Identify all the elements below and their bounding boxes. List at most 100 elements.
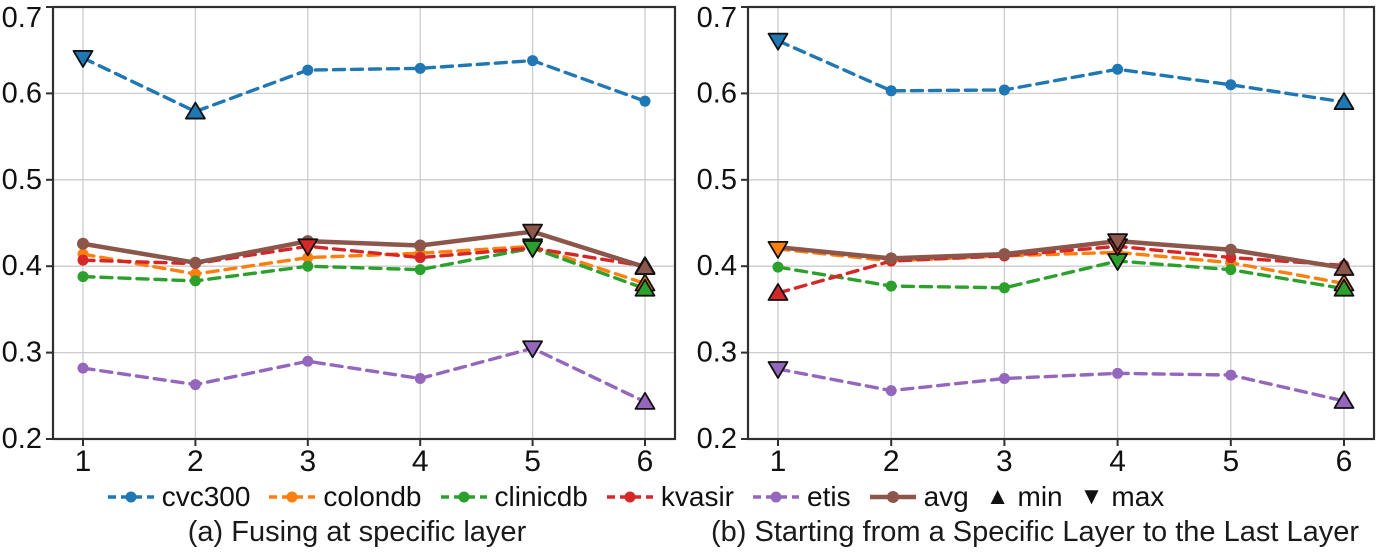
max-marker-cvc300 — [72, 50, 94, 68]
series-point-cvc300 — [639, 95, 651, 107]
max-marker-etis — [522, 340, 543, 359]
legend-label-etis: etis — [807, 481, 851, 512]
series-line-etis — [81, 346, 647, 404]
series-point-avg — [885, 252, 898, 265]
series-point-cvc300 — [1225, 79, 1237, 91]
legend-item-max: ▼ max — [1080, 481, 1165, 513]
chart-starting-from-specific-layer: 0.2 0.3 0.4 0.5 0.6 0.7 1 2 3 4 5 6 — [697, 2, 1376, 478]
legend-label-clinicdb: clinicdb — [494, 481, 588, 512]
series-line-avg — [775, 238, 1347, 271]
series-point-etis — [414, 373, 426, 385]
legend: cvc300 colondb clinicdb kvasir etis avg ▲ min ▼ m… — [0, 477, 1325, 517]
min-triangle-icon: ▲ — [985, 483, 1010, 510]
legend-sample-clinicdb-line — [440, 491, 487, 503]
series-point-clinicdb — [77, 271, 89, 283]
legend-item-kvasir: kvasir — [605, 481, 734, 513]
series-point-kvasir — [414, 252, 426, 264]
series-point-avg — [189, 256, 202, 269]
x-tick-label: 5 — [1222, 445, 1239, 478]
caption-b: (b) Starting from a Specific Layer to th… — [711, 516, 1359, 548]
min-marker-etis — [634, 391, 656, 410]
x-tick-label: 4 — [1109, 445, 1126, 478]
max-marker-colondb — [767, 241, 789, 259]
x-tick-label: 4 — [412, 445, 429, 478]
series-point-etis — [1112, 367, 1124, 379]
x-tick-label: 6 — [1336, 445, 1353, 478]
y-tick-label: 0.3 — [697, 337, 737, 369]
series-point-clinicdb — [772, 261, 784, 273]
series-point-cvc300 — [302, 64, 314, 76]
series-line-cvc300 — [81, 56, 647, 114]
x-tick-label: 2 — [187, 445, 204, 478]
legend-item-cvc300: cvc300 — [106, 481, 251, 513]
legend-sample-dot — [286, 491, 298, 503]
legend-sample-dot — [770, 491, 782, 503]
max-marker-etis — [767, 361, 789, 379]
series-point-cvc300 — [1112, 63, 1124, 75]
legend-item-colondb: colondb — [267, 481, 422, 513]
min-marker-avg — [1333, 258, 1355, 276]
legend-item-avg: avg — [868, 481, 969, 513]
y-tick-label: 0.2 — [697, 423, 737, 455]
min-marker-etis — [1333, 391, 1355, 409]
series-line-kvasir — [776, 244, 1346, 295]
series-point-avg — [414, 239, 427, 252]
caption-a: (a) Fusing at specific layer — [187, 516, 527, 548]
min-marker-avg — [634, 257, 656, 275]
legend-label-avg: avg — [923, 481, 969, 512]
series-line-clinicdb — [776, 259, 1346, 291]
x-tick-label: 1 — [75, 445, 92, 478]
legend-label-max: max — [1111, 481, 1165, 512]
series-line-cvc300 — [776, 38, 1346, 104]
legend-sample-etis-line — [753, 491, 800, 503]
legend-label-min: min — [1017, 481, 1063, 512]
series-point-clinicdb — [302, 260, 314, 272]
min-marker-clinicdb — [634, 278, 656, 297]
series-point-clinicdb — [885, 280, 897, 292]
series-point-etis — [885, 385, 897, 397]
series-point-cvc300 — [885, 85, 897, 97]
min-marker-clinicdb — [1333, 278, 1355, 297]
legend-sample-dot — [624, 491, 636, 503]
legend-label-cvc300: cvc300 — [161, 481, 251, 512]
x-tick-label: 6 — [637, 445, 654, 478]
series-point-colondb — [302, 252, 314, 264]
legend-sample-dot — [125, 491, 137, 503]
y-tick-label: 0.4 — [2, 250, 42, 282]
max-marker-avg — [1107, 233, 1128, 252]
y-tick-label: 0.5 — [697, 164, 737, 196]
series-point-avg — [998, 248, 1011, 261]
series-point-etis — [998, 373, 1010, 385]
series-point-clinicdb — [414, 264, 426, 276]
legend-sample-dot — [458, 491, 469, 503]
legend-label-kvasir: kvasir — [660, 481, 735, 512]
y-tick-label: 0.2 — [2, 423, 42, 455]
x-tick-label: 5 — [524, 445, 541, 478]
max-marker-kvasir — [297, 238, 319, 257]
x-tick-label: 3 — [299, 445, 316, 478]
x-tick-label: 2 — [883, 445, 900, 478]
series-point-avg — [1224, 243, 1237, 256]
series-point-cvc300 — [414, 62, 426, 74]
max-marker-avg — [522, 223, 543, 242]
legend-sample-kvasir-line — [606, 491, 653, 503]
legend-sample-cvc300-line — [107, 491, 154, 503]
legend-sample-avg-line — [869, 491, 916, 503]
legend-sample-dot — [886, 491, 899, 503]
series-point-kvasir — [77, 254, 89, 266]
series-point-etis — [1225, 369, 1237, 381]
series-point-etis — [189, 379, 201, 391]
series-point-etis — [302, 355, 314, 367]
captions-row: (a) Fusing at specific layer (b) Startin… — [0, 516, 1380, 558]
legend-item-clinicdb: clinicdb — [439, 481, 588, 513]
legend-item-etis: etis — [751, 481, 851, 513]
x-tick-label: 1 — [770, 445, 787, 478]
min-marker-kvasir — [767, 283, 789, 301]
y-tick-label: 0.6 — [697, 77, 737, 109]
series-point-clinicdb — [1225, 264, 1237, 276]
series-point-cvc300 — [998, 84, 1010, 96]
chart-fusing-at-specific-layer: 0.2 0.3 0.4 0.5 0.6 0.7 1 2 3 4 5 6 — [2, 2, 677, 478]
series-point-clinicdb — [189, 275, 201, 287]
series-point-etis — [77, 362, 89, 374]
series-line-avg — [80, 229, 648, 270]
